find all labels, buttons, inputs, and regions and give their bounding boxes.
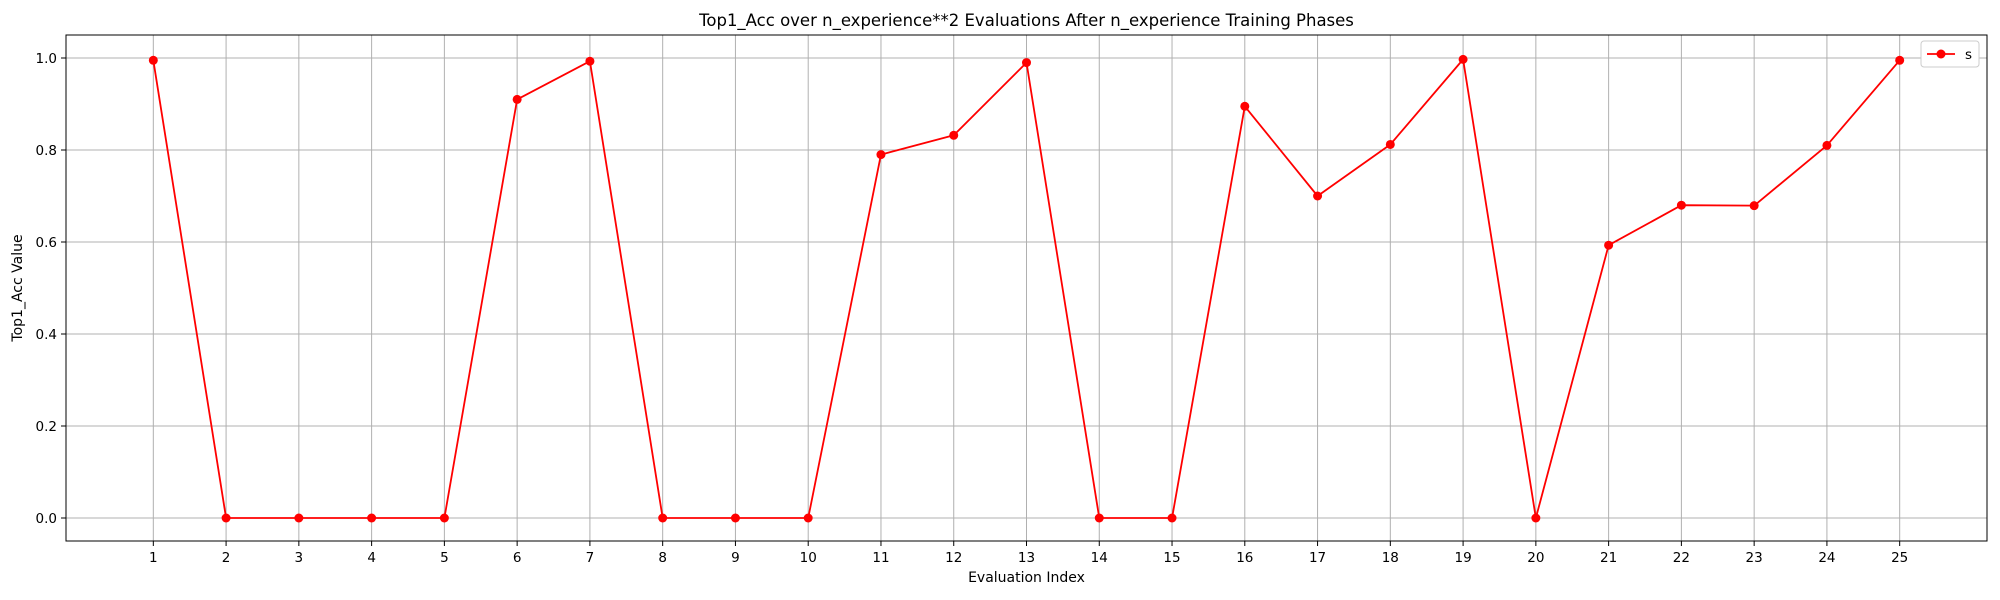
data-point: [439, 513, 449, 523]
y-tick-label: 0.0: [36, 511, 57, 527]
x-tick-label: 7: [586, 550, 595, 566]
x-tick-label: 16: [1236, 550, 1253, 566]
x-tick-label: 3: [295, 550, 304, 566]
data-point: [585, 56, 595, 66]
data-point: [294, 513, 304, 523]
x-tick-label: 15: [1163, 550, 1180, 566]
x-tick-label: 5: [440, 550, 449, 566]
x-axis-ticks: 1 2 3 4 5 6 7 8 9 10 11 12 13 14 15 16 17 18 19 20 21 22 23 24 2…: [149, 541, 1908, 566]
data-point: [1458, 54, 1468, 64]
data-point: [221, 513, 231, 523]
data-point: [1094, 513, 1104, 523]
legend: s: [1920, 40, 1980, 68]
x-tick-label: 14: [1091, 550, 1108, 566]
x-tick-label: 21: [1600, 550, 1617, 566]
x-tick-label: 23: [1746, 550, 1763, 566]
data-point: [367, 513, 377, 523]
grid: [66, 35, 1987, 541]
x-tick-label: 8: [658, 550, 667, 566]
x-tick-label: 6: [513, 550, 522, 566]
data-point: [512, 94, 522, 104]
x-tick-label: 20: [1527, 550, 1544, 566]
y-axis-ticks: 0.0 0.2 0.4 0.6 0.8 1.0: [36, 51, 66, 527]
legend-label: s: [1965, 47, 1972, 63]
y-axis-label: Top1_Acc Value: [10, 234, 26, 342]
y-tick-label: 1.0: [36, 51, 57, 67]
x-tick-label: 13: [1018, 550, 1035, 566]
data-point: [1313, 191, 1323, 201]
data-point: [1749, 201, 1759, 211]
data-point: [803, 513, 813, 523]
data-point: [730, 513, 740, 523]
x-tick-label: 25: [1891, 550, 1908, 566]
x-tick-label: 19: [1454, 550, 1471, 566]
data-point: [1604, 240, 1614, 250]
data-point: [1240, 101, 1250, 111]
x-tick-label: 11: [872, 550, 889, 566]
data-point: [1385, 139, 1395, 149]
x-axis-label: Evaluation Index: [968, 570, 1085, 586]
series-layer: [148, 54, 1905, 523]
y-tick-label: 0.8: [36, 143, 57, 159]
x-tick-label: 1: [149, 550, 158, 566]
y-tick-label: 0.4: [36, 327, 57, 343]
y-tick-label: 0.6: [36, 235, 57, 251]
x-tick-label: 10: [800, 550, 817, 566]
y-tick-label: 0.2: [36, 419, 57, 435]
legend-marker: [1936, 49, 1946, 59]
data-point: [949, 130, 959, 140]
x-tick-label: 2: [222, 550, 231, 566]
x-tick-label: 17: [1309, 550, 1326, 566]
data-point: [1167, 513, 1177, 523]
data-point: [1676, 200, 1686, 210]
x-tick-label: 4: [367, 550, 376, 566]
chart-title: Top1_Acc over n_experience**2 Evaluation…: [698, 11, 1354, 31]
data-point: [1531, 513, 1541, 523]
x-tick-label: 12: [945, 550, 962, 566]
data-point: [1822, 140, 1832, 150]
x-tick-label: 18: [1382, 550, 1399, 566]
data-point: [148, 55, 158, 65]
x-tick-label: 9: [731, 550, 740, 566]
data-point: [876, 150, 886, 160]
x-tick-label: 24: [1818, 550, 1835, 566]
x-tick-label: 22: [1673, 550, 1690, 566]
data-point: [658, 513, 668, 523]
data-point: [1022, 58, 1031, 68]
data-point: [1895, 55, 1905, 65]
